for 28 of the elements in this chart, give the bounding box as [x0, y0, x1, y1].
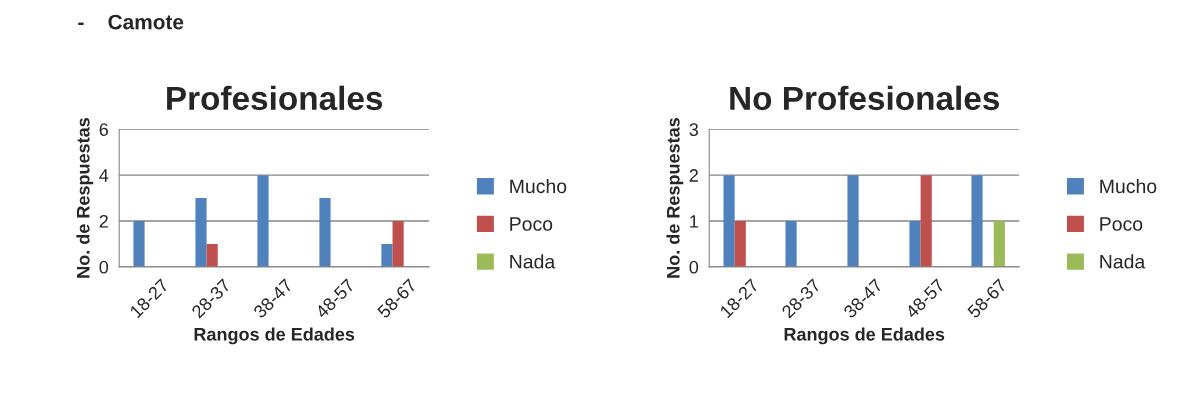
bar — [195, 198, 207, 267]
y-tick-label: 6 — [99, 123, 108, 136]
legend-label: Nada — [1100, 254, 1146, 269]
y-tick-label: 3 — [689, 123, 699, 136]
bar — [257, 175, 269, 267]
y-tick-label: 0 — [689, 260, 699, 274]
y-axis-title: No. de Respuestas — [666, 118, 684, 278]
x-axis-title: Rangos de Edades — [194, 327, 355, 345]
y-tick-label: 1 — [690, 215, 698, 228]
legend-label: Poco — [1100, 217, 1143, 231]
chart-title: Profesionales — [167, 85, 383, 111]
legend-label: Mucho — [1100, 178, 1157, 194]
y-axis-title: No. de Respuestas — [76, 118, 94, 278]
legend-label: Nada — [510, 254, 556, 269]
bar — [381, 243, 393, 267]
text: - Camote — [78, 14, 184, 30]
bar — [206, 243, 218, 267]
y-tick-label: 2 — [689, 169, 698, 182]
legend-label: Mucho — [510, 178, 567, 194]
bar — [133, 221, 145, 267]
chart-title: No Profesionales — [730, 85, 999, 111]
x-axis-title: Rangos de Edades — [784, 327, 945, 345]
legend-label: Poco — [510, 217, 553, 231]
y-tick-label: 0 — [99, 260, 109, 274]
y-tick-label: 2 — [99, 214, 108, 228]
bar — [392, 221, 404, 267]
y-tick-label: 4 — [99, 169, 109, 182]
bar — [319, 198, 331, 267]
